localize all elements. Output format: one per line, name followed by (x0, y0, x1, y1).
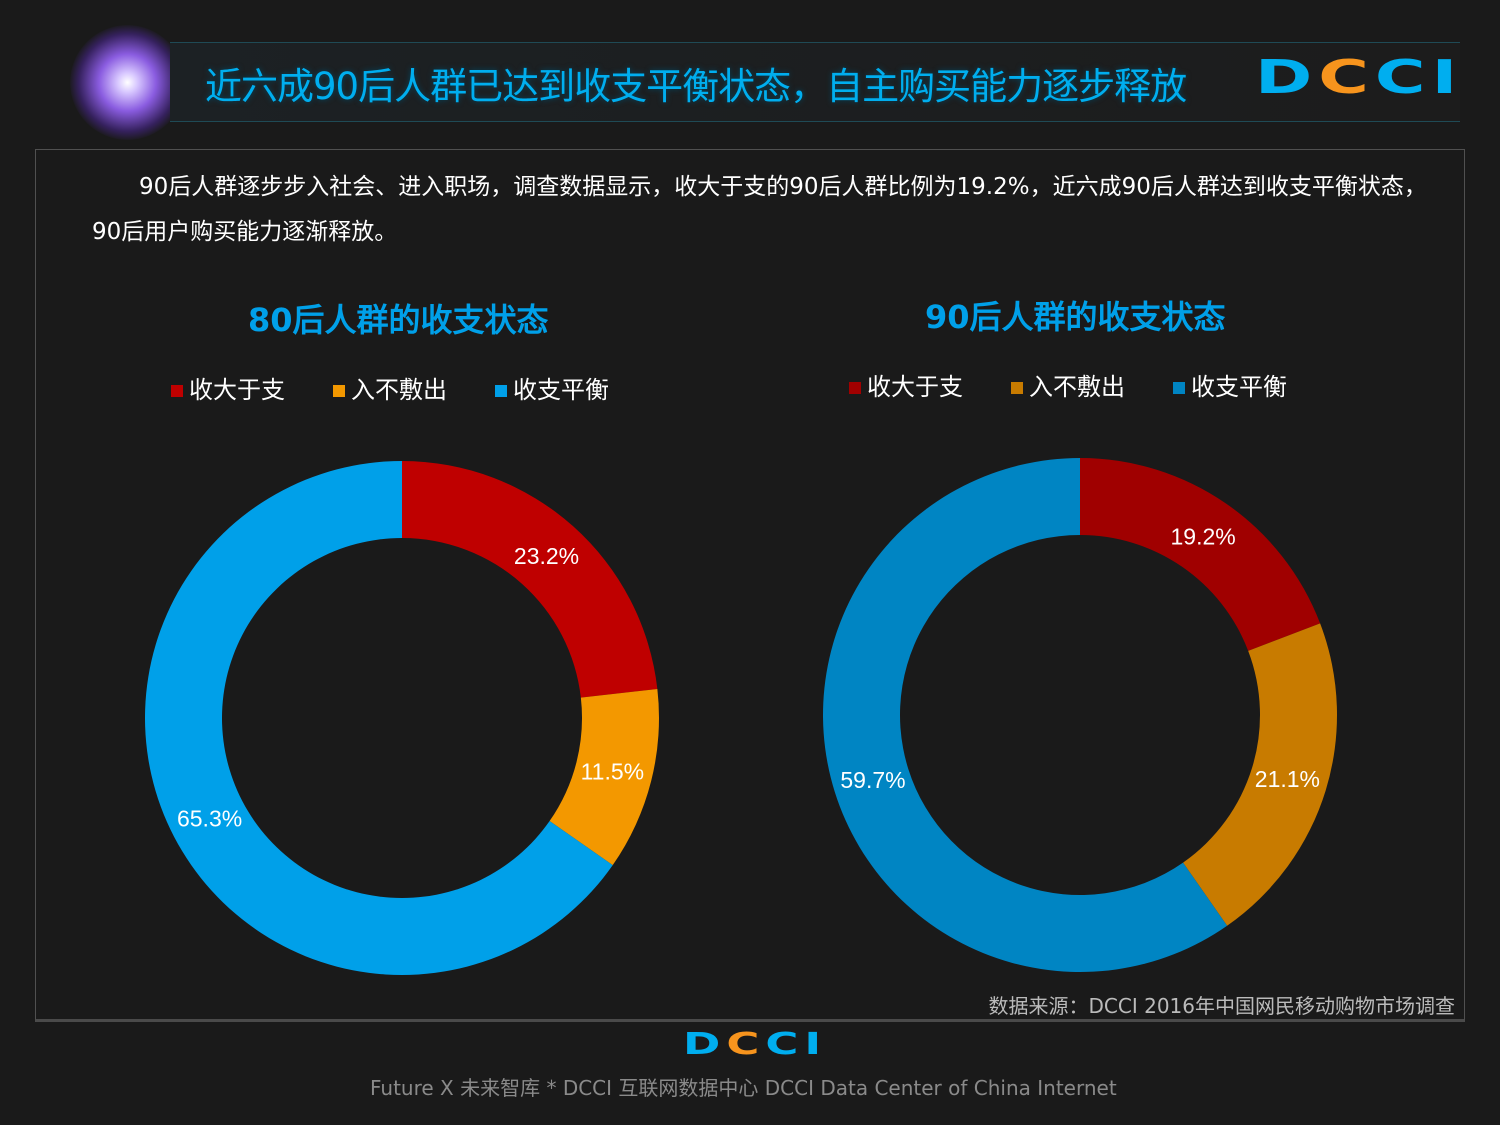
chart-title-90s: 90后人群的收支状态 (925, 298, 1226, 336)
footer-dcci-logo: DCCI (683, 1027, 828, 1062)
data-label: 23.2% (514, 543, 579, 569)
legend-item: 入不敷出 (1011, 367, 1125, 402)
title-bar (170, 42, 1460, 122)
legend-label: 入不敷出 (351, 376, 447, 404)
legend-item: 收支平衡 (1173, 367, 1287, 402)
donut-slice (1183, 623, 1338, 926)
legend-item: 收大于支 (849, 367, 963, 402)
legend-swatch (333, 385, 345, 397)
legend-swatch (1173, 382, 1185, 394)
legend-80s: 收大于支 入不敷出 收支平衡 (171, 370, 609, 405)
legend-swatch (171, 385, 183, 397)
content-frame (35, 149, 1465, 1022)
footer-text: Future X 未来智库 * DCCI 互联网数据中心 DCCI Data C… (370, 1076, 1117, 1100)
legend-label: 收大于支 (189, 376, 285, 404)
donut-slice (823, 458, 1228, 972)
chart-title-80s: 80后人群的收支状态 (248, 301, 549, 339)
page-title: 近六成90后人群已达到收支平衡状态，自主购买能力逐步释放 (205, 65, 1187, 108)
legend-label: 入不敷出 (1029, 373, 1125, 401)
donut-slice (144, 461, 613, 975)
legend-swatch (1011, 382, 1023, 394)
legend-label: 收支平衡 (513, 376, 609, 404)
data-label: 11.5% (581, 758, 645, 784)
legend-item: 入不敷出 (333, 370, 447, 405)
intro-text: 90后人群逐步步入社会、进入职场，调查数据显示，收大于支的90后人群比例为19.… (92, 174, 1427, 245)
legend-item: 收大于支 (171, 370, 285, 405)
legend-item: 收支平衡 (495, 370, 609, 405)
starburst-decoration (70, 25, 185, 140)
legend-label: 收大于支 (867, 373, 963, 401)
data-label: 19.2% (1170, 523, 1235, 549)
data-label: 59.7% (840, 767, 905, 793)
donut-slice (402, 461, 658, 698)
legend-swatch (495, 385, 507, 397)
dcci-logo: DCCI (1255, 50, 1464, 104)
legend-swatch (849, 382, 861, 394)
legend-90s: 收大于支 入不敷出 收支平衡 (849, 367, 1287, 402)
data-label: 65.3% (177, 805, 242, 831)
donut-slice (1080, 458, 1321, 651)
donut-slice (549, 688, 659, 866)
legend-label: 收支平衡 (1191, 373, 1287, 401)
data-label: 21.1% (1255, 766, 1320, 792)
source-note: 数据来源：DCCI 2016年中国网民移动购物市场调查 (988, 994, 1455, 1018)
